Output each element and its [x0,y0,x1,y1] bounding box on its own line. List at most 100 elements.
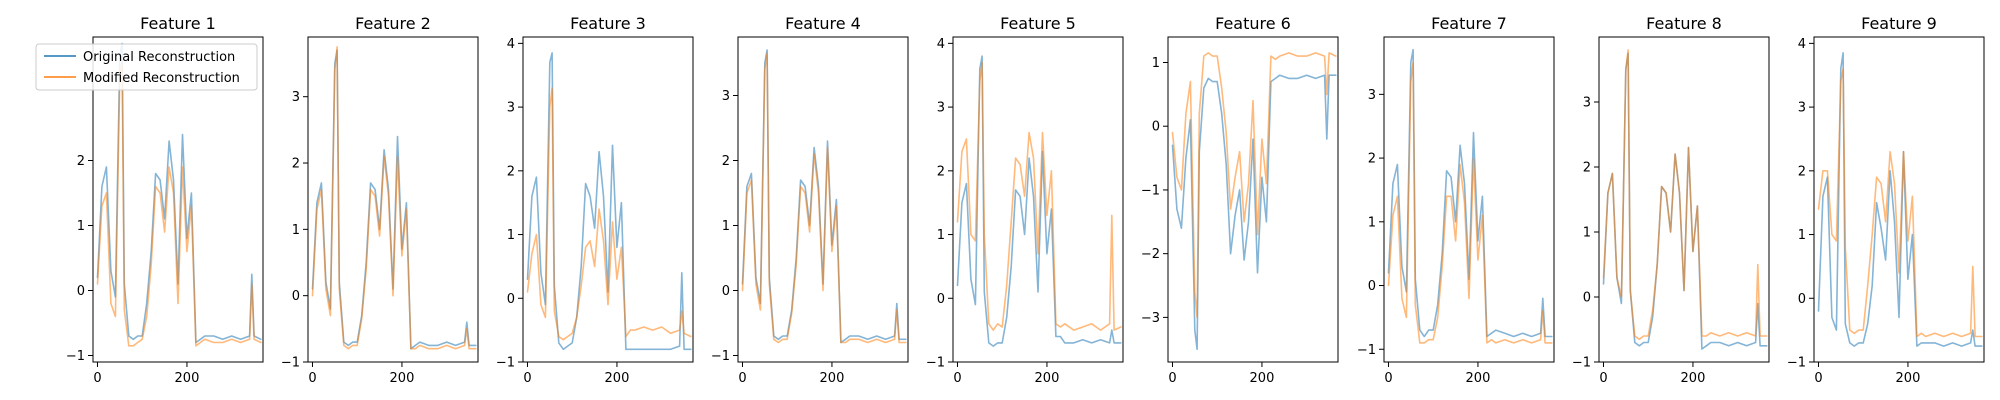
y-tick-label: 0 [1368,279,1376,294]
series-line-original [1171,74,1337,351]
y-tick-label: 2 [1583,161,1591,176]
subplot-title: Feature 4 [785,14,861,33]
y-tick-label: 4 [937,37,945,52]
legend: Original Reconstruction Modified Reconst… [35,43,258,91]
y-tick-label: 1 [507,228,515,243]
legend-box [35,43,258,91]
series-line-modified [1817,68,1983,338]
x-tick-label: 0 [1599,371,1607,386]
y-tick-label: 1 [1583,226,1591,241]
y-tick-label: −3 [1141,311,1160,326]
subplot-7: Feature 7 0 200 −1 0 1 2 3 [1357,14,1555,386]
y-tick-label: −1 [926,356,945,371]
subplot-title: Feature 6 [1215,14,1291,33]
y-tick-label: 0 [722,284,730,299]
y-tick-label: 1 [1152,56,1160,71]
subplot-title: Feature 3 [570,14,646,33]
y-tick-label: 3 [1798,101,1806,116]
y-tick-label: 0 [507,292,515,307]
y-tick-label: −1 [1357,343,1376,358]
x-tick-label: 200 [820,371,845,386]
axes-frame [952,36,1124,363]
y-tick-label: 3 [1583,96,1591,111]
y-tick-label: 0 [1152,120,1160,135]
y-tick-label: 0 [77,284,85,299]
y-tick-label: 1 [292,223,300,238]
x-tick-label: 0 [523,371,531,386]
legend-label-modified: Modified Reconstruction [83,71,240,86]
y-tick-label: −2 [1141,247,1160,262]
y-tick-label: 3 [937,101,945,116]
y-tick-label: 0 [1798,292,1806,307]
subplot-5: Feature 5 0 200 −1 0 1 2 3 4 [926,14,1124,386]
series-line-original [1387,48,1553,338]
subplot-title: Feature 9 [1861,14,1937,33]
axes-frame [522,36,694,363]
axes-frame [307,36,479,363]
subplot-title: Feature 1 [140,14,216,33]
x-tick-label: 0 [1814,371,1822,386]
subplot-title: Feature 8 [1646,14,1722,33]
y-tick-label: −1 [1141,183,1160,198]
x-tick-label: 200 [175,371,200,386]
y-tick-label: 2 [1368,152,1376,167]
subplot-title: Feature 7 [1431,14,1507,33]
y-tick-label: 0 [937,292,945,307]
subplot-title: Feature 2 [355,14,431,33]
subplot-8: Feature 8 0 200 −1 0 1 2 3 [1572,14,1770,386]
y-tick-label: 2 [292,157,300,172]
series-line-modified [741,52,907,344]
y-tick-label: 1 [1368,215,1376,230]
subplot-3: Feature 3 0 200 −1 0 1 2 3 4 [496,14,694,386]
y-tick-label: −1 [711,349,730,364]
y-tick-label: 1 [77,219,85,234]
series-line-original [956,55,1122,347]
subplot-2: Feature 2 0 200 −1 0 1 2 3 [281,14,479,386]
y-tick-label: 1 [937,228,945,243]
y-tick-label: −1 [281,356,300,371]
x-tick-label: 0 [953,371,961,386]
y-tick-label: 2 [937,164,945,179]
y-tick-label: 3 [1368,88,1376,103]
y-tick-label: 2 [1798,164,1806,179]
series-line-modified [1171,52,1337,319]
x-tick-label: 0 [738,371,746,386]
y-tick-label: 2 [507,164,515,179]
x-tick-label: 200 [1466,371,1491,386]
y-tick-label: 1 [722,219,730,234]
y-tick-label: 4 [1798,37,1806,52]
x-tick-label: 0 [308,371,316,386]
axes-frame [92,36,264,363]
subplot-6: Feature 6 0 200 −3 −2 −1 0 1 [1141,14,1339,386]
x-tick-label: 0 [1384,371,1392,386]
y-tick-label: 1 [1798,228,1806,243]
x-tick-label: 200 [1035,371,1060,386]
y-tick-label: −1 [496,356,515,371]
y-tick-label: 3 [722,89,730,104]
series-line-original [1817,52,1983,347]
axes-frame [1813,36,1985,363]
y-tick-label: −1 [1787,356,1806,371]
axes-frame [1383,36,1555,363]
subplot-1: Feature 1 0 200 −1 0 1 2 [66,14,264,386]
series-line-modified [96,62,262,347]
x-tick-label: 200 [390,371,415,386]
x-tick-label: 0 [93,371,101,386]
axes-frame [1167,36,1339,363]
y-tick-label: 3 [292,90,300,105]
y-tick-label: 0 [292,289,300,304]
y-tick-label: 0 [1583,291,1591,306]
series-line-modified [526,87,692,341]
series-line-modified [956,61,1122,331]
series-line-modified [311,46,477,350]
series-line-original [526,52,692,351]
series-line-modified [1602,49,1768,341]
x-tick-label: 200 [1250,371,1275,386]
y-tick-label: 2 [722,154,730,169]
subplot-title: Feature 5 [1000,14,1076,33]
axes-frame [1598,36,1770,363]
series-line-modified [1387,61,1553,344]
y-tick-label: 4 [507,37,515,52]
subplot-4: Feature 4 0 200 −1 0 1 2 3 [711,14,909,386]
